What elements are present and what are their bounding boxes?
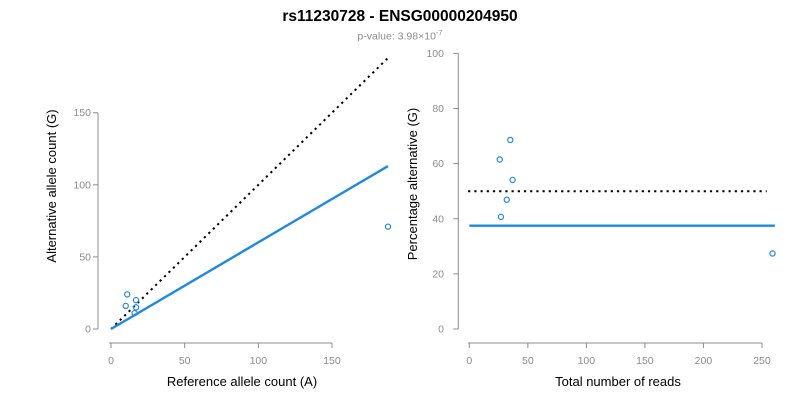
data-point — [122, 302, 129, 310]
data-point — [497, 213, 505, 221]
data-point — [131, 309, 138, 317]
y-tick-label: 20 — [432, 268, 444, 280]
x-tick-label: 0 — [466, 355, 472, 367]
data-point — [769, 250, 776, 257]
data-point — [496, 156, 503, 163]
figure-subtitle: p-value: 3.98×10-7 — [0, 28, 800, 43]
pvalue-text: p-value: 3.98×10 — [357, 30, 436, 43]
data-point — [132, 296, 140, 304]
y-tick-label: 50 — [79, 251, 91, 263]
regression-line — [110, 165, 389, 331]
x-tick-label: 100 — [250, 355, 268, 367]
data-point — [509, 176, 516, 184]
data-point — [503, 196, 510, 203]
x-tick-label: 150 — [636, 355, 654, 367]
data-point — [124, 291, 131, 298]
y-tick-label: 0 — [438, 324, 444, 336]
data-point — [384, 223, 392, 230]
data-point — [132, 304, 140, 311]
x-tick-label: 50 — [522, 355, 534, 367]
y-tick-label: 60 — [432, 158, 444, 170]
y-axis-title: Percentage alternative (G) — [405, 108, 420, 260]
y-tick-label: 80 — [432, 103, 444, 115]
x-tick-label: 100 — [578, 355, 596, 367]
x-axis-title: Reference allele count (A) — [167, 374, 317, 389]
x-tick-label: 150 — [323, 355, 341, 367]
x-tick-label: 200 — [695, 355, 713, 367]
x-tick-label: 250 — [753, 355, 771, 367]
x-tick-label: 50 — [179, 355, 191, 367]
pvalue-exponent: -7 — [435, 28, 443, 37]
data-point — [507, 136, 514, 144]
y-axis-title: Alternative allele count (G) — [44, 109, 59, 262]
y-tick-label: 100 — [73, 179, 91, 191]
x-axis-title: Total number of reads — [555, 374, 681, 389]
x-tick-label: 0 — [108, 355, 114, 367]
identity-line — [110, 57, 389, 330]
y-tick-label: 100 — [426, 48, 444, 60]
y-tick-label: 40 — [432, 213, 444, 225]
y-tick-label: 150 — [73, 107, 91, 119]
y-tick-label: 0 — [85, 324, 91, 336]
figure-title: rs11230728 - ENSG00000204950 — [282, 8, 518, 25]
